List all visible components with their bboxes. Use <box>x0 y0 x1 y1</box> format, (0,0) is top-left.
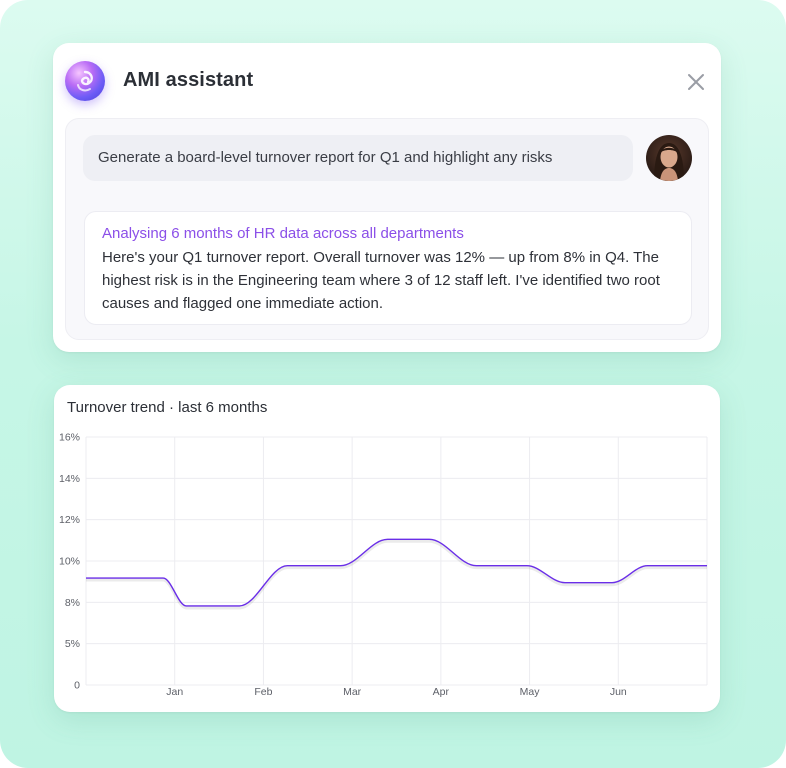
x-tick-label: Apr <box>433 686 450 698</box>
x-tick-label: Mar <box>343 686 362 698</box>
turnover-line-chart: 0 5% 8% 10% 12% 14% 16% Jan Feb Mar Apr May Jun <box>59 432 708 698</box>
x-tick-label: Feb <box>254 686 272 698</box>
series-line-shadow <box>86 539 707 610</box>
turnover-chart-card: Turnover trend · last 6 months 0 5% 8% 10% 1… <box>54 385 720 712</box>
series-line <box>86 538 707 607</box>
assistant-response-message: Analysing 6 months of HR data across all… <box>84 211 692 325</box>
swirl-logo-icon <box>65 61 105 101</box>
y-tick-label: 12% <box>59 514 80 526</box>
y-tick-label: 0 <box>74 680 80 692</box>
user-prompt-message: Generate a board-level turnover report f… <box>83 135 633 181</box>
x-tick-label: Jun <box>610 686 627 698</box>
chat-thread: Generate a board-level turnover report f… <box>65 118 709 340</box>
user-avatar <box>646 135 692 181</box>
assistant-title: AMI assistant <box>123 69 254 91</box>
chart-title: Turnover trend · last 6 months <box>67 399 268 416</box>
y-tick-label: 5% <box>65 638 80 650</box>
x-tick-label: Jan <box>166 686 183 698</box>
response-body-text: Here's your Q1 turnover report. Overall … <box>102 249 660 312</box>
close-icon[interactable] <box>681 67 711 97</box>
y-tick-label: 8% <box>65 597 80 609</box>
analysis-status-text: Analysing 6 months of HR data across all… <box>102 225 464 242</box>
x-tick-label: May <box>520 686 541 698</box>
y-tick-label: 14% <box>59 473 80 485</box>
assistant-card: AMI assistant Generate a board-level tur… <box>53 43 721 352</box>
y-tick-label: 10% <box>59 556 80 568</box>
y-tick-label: 16% <box>59 432 80 444</box>
